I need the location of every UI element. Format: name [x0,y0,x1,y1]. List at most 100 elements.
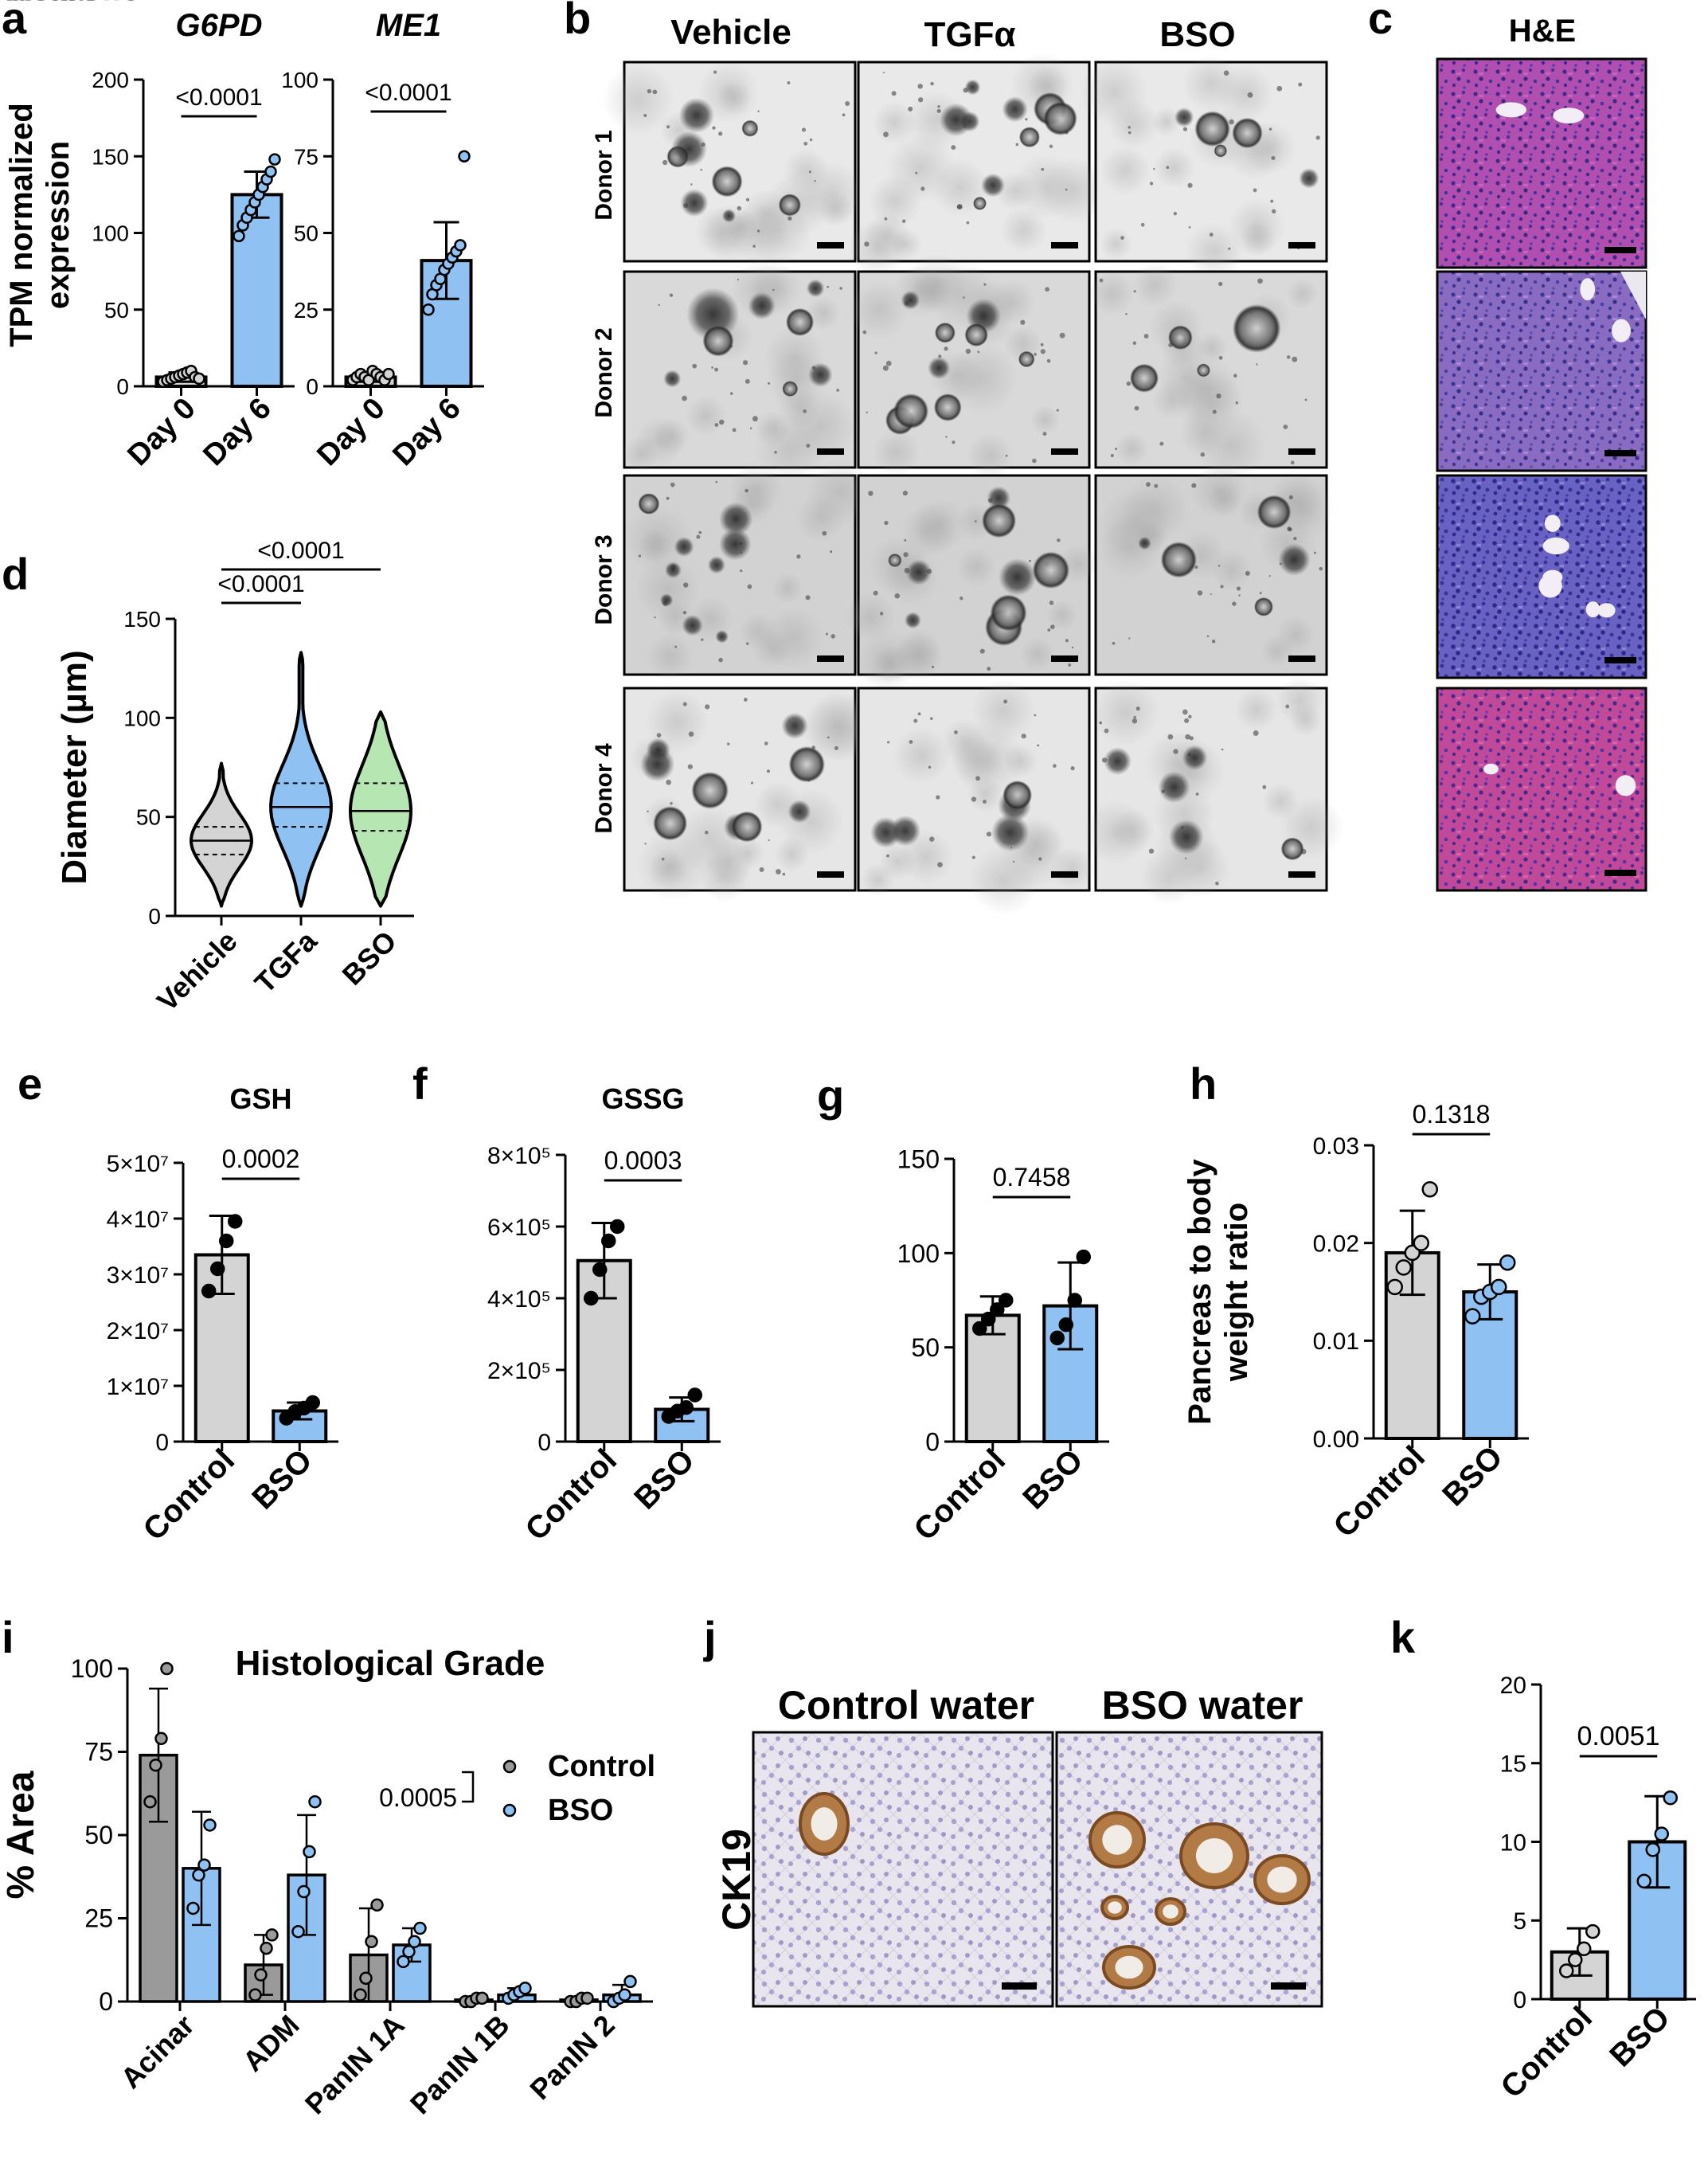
data-point [268,153,281,166]
y-axis-label: Diameter (µm) [55,650,94,884]
background-blur [1153,147,1195,190]
organoid [964,323,988,347]
y-tick-label: 0 [148,904,161,929]
organoid [1196,363,1210,378]
background-blur [1003,744,1038,779]
debris [666,496,670,500]
debris [729,392,733,395]
x-tick-label: PanIN 2 [523,2009,620,2106]
debris [831,634,835,639]
debris [1271,209,1276,214]
debris [682,395,687,401]
scale-bar [1288,242,1315,248]
he-lumen [1597,603,1616,618]
x-tick-label: BSO [1016,1442,1089,1516]
background-blur [1049,847,1095,891]
panel-label-c: c [1368,0,1393,43]
debris [957,204,963,209]
debris [1223,70,1229,76]
debris [917,712,921,716]
scale-bar [817,242,844,248]
p-value-label: 0.0002 [222,1145,300,1173]
background-blur [652,417,690,456]
he-image-3 [1436,474,1647,679]
data-point [475,1991,489,2006]
duct-lumen [1163,1904,1178,1919]
micrograph-donor2-col1 [621,260,858,486]
y-tick-label: 0 [116,374,129,399]
debris [834,745,838,750]
debris [1313,551,1316,554]
background-blur [637,529,672,564]
debris [1262,785,1267,789]
scale-bar [1051,871,1078,878]
debris [1285,704,1290,709]
data-point [981,1311,996,1327]
debris [1253,188,1257,193]
data-point [382,367,395,381]
he-lumen [1580,278,1596,301]
debris [1040,349,1046,354]
y-tick-label: 15 [1500,1751,1526,1778]
b-column-tgfa: TGFα [924,15,1015,54]
x-tick-label: Control [518,1442,623,1548]
organoid [939,103,973,137]
ihc-image-1 [752,1731,1054,2008]
data-point [458,150,471,162]
y-axis-label: GSH / GSSG [0,0,104,8]
debris [683,582,689,588]
organoid [638,493,660,515]
p-value-label: 0.7458 [993,1163,1071,1192]
b-column-vehicle: Vehicle [670,13,791,52]
debris [1128,637,1131,640]
debris [737,205,742,211]
b-row-donor-1: Donor 1 [591,130,617,220]
y-tick-label: 150 [92,144,129,169]
data-point [264,165,277,178]
he-lumen [1542,569,1563,585]
y-tick-label: 0 [155,1430,169,1456]
p-value-label: 0.0005 [379,1783,457,1812]
data-point [297,1884,311,1899]
y-tick-label: 4×10⁵ [487,1286,551,1313]
debris [705,704,710,710]
he-lumen [1544,515,1561,532]
debris [747,584,752,589]
y-tick-label: 6×10⁵ [487,1215,551,1241]
debris [1099,721,1103,725]
x-tick-label: Control [907,1442,1012,1548]
scale-bar [817,655,844,662]
debris [1005,454,1008,457]
background-blur [648,849,688,889]
debris [827,285,829,288]
y-tick-label: 2×10⁷ [107,1318,169,1344]
debris [1212,409,1217,414]
legend-label: Control [548,1750,655,1783]
data-point [254,1968,268,1982]
debris [891,91,897,96]
background-blur [1080,57,1149,127]
scale-bar [817,448,844,455]
legend-marker [502,1759,517,1774]
he-lumen [1483,763,1499,775]
background-blur [738,612,779,652]
data-point [359,1971,373,1985]
organoid [686,288,740,341]
debris [713,70,717,74]
organoid [1168,820,1204,855]
debris [987,667,991,671]
debris [826,632,829,636]
debris [752,416,758,422]
debris [715,480,718,483]
data-point [143,1794,157,1809]
organoid [901,290,920,310]
debris [1276,85,1283,92]
debris [1146,482,1151,487]
debris [1025,118,1028,121]
debris [879,612,884,616]
data-point [601,1233,616,1249]
organoid [682,614,703,636]
debris [1128,126,1131,129]
p-value-label: <0.0001 [365,80,451,106]
